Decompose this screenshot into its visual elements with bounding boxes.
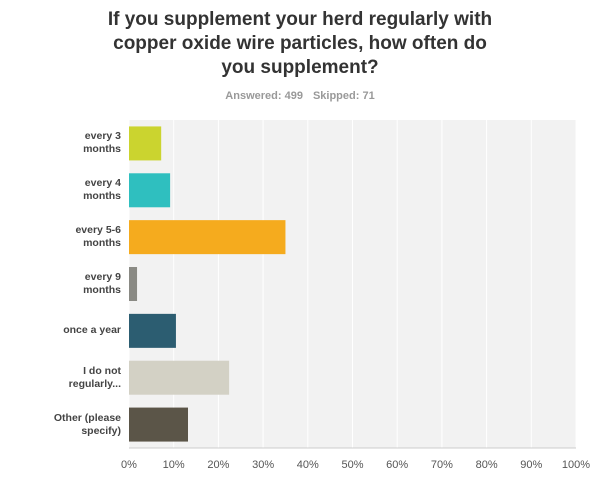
x-tick-label: 60% <box>386 459 408 471</box>
y-tick-label: once a year <box>63 324 121 337</box>
chart-title: If you supplement your herd regularly wi… <box>107 9 493 78</box>
y-tick-label: every 9 months <box>83 270 121 296</box>
x-tick-label: 90% <box>520 459 542 471</box>
bar <box>129 407 189 442</box>
x-tick-label: 50% <box>341 459 363 471</box>
x-tick-label: 80% <box>476 459 498 471</box>
bar <box>129 220 286 255</box>
y-tick-label: every 3 months <box>83 130 121 156</box>
y-tick-label: Other (please specify) <box>53 411 121 437</box>
bar <box>129 313 176 348</box>
y-tick-label: I do not regularly... <box>68 364 121 390</box>
answered: Answered: 499 <box>225 90 303 102</box>
x-tick-label: 70% <box>431 459 453 471</box>
bar <box>129 173 171 208</box>
bar <box>129 360 230 395</box>
x-tick-label: 40% <box>297 459 319 471</box>
y-tick-label: every 4 months <box>83 177 121 203</box>
stats: Answered: 499 Skipped: 71 <box>0 90 600 102</box>
x-tick-label: 20% <box>207 459 229 471</box>
x-tick-label: 100% <box>562 459 590 471</box>
bar <box>129 267 138 301</box>
skipped: Skipped: 71 <box>312 90 375 102</box>
x-tick-label: 30% <box>252 459 274 471</box>
bar <box>129 126 162 161</box>
x-tick-label: 10% <box>163 459 185 471</box>
x-tick-label: 0% <box>121 459 137 471</box>
y-tick-label: every 5-6 months <box>75 224 121 250</box>
